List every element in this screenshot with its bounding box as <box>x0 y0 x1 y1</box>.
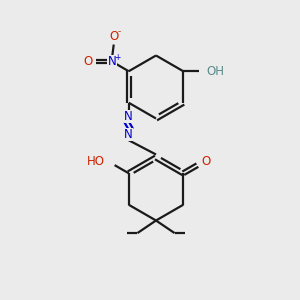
Text: -: - <box>118 27 121 36</box>
Text: N: N <box>124 128 133 141</box>
Text: O: O <box>202 155 211 168</box>
Text: HO: HO <box>87 155 105 168</box>
Text: +: + <box>114 53 120 62</box>
Text: OH: OH <box>206 65 224 78</box>
Text: O: O <box>109 30 118 43</box>
Text: N: N <box>108 55 117 68</box>
Text: O: O <box>84 55 93 68</box>
Text: N: N <box>124 110 133 123</box>
